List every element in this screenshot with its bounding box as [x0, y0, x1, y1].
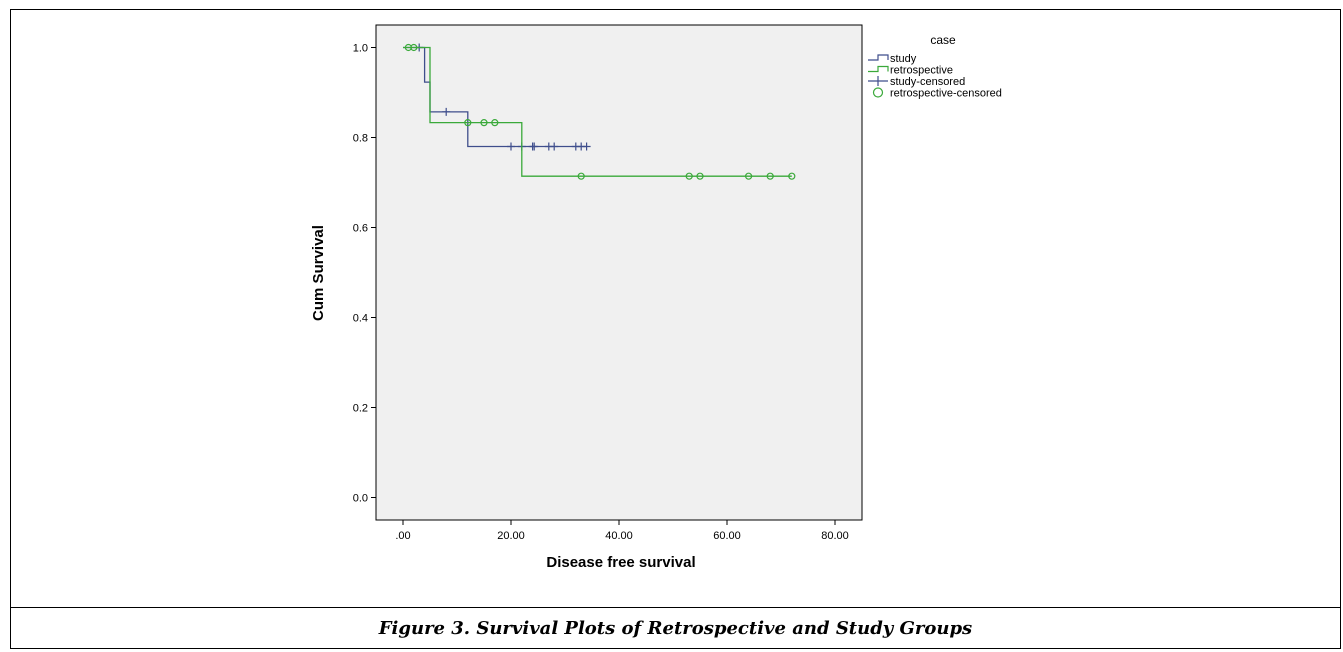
- figure-frame: [10, 9, 1341, 649]
- censor-mark-plus: [507, 142, 515, 151]
- censor-mark-circle: [744, 172, 753, 180]
- x-axis-title: Disease free survival: [546, 554, 695, 571]
- legend: case studyretrospectivestudy-censoredret…: [868, 33, 1002, 100]
- legend-label: study-censored: [890, 76, 965, 88]
- legend-swatch-retrospective-censored: [872, 87, 884, 98]
- legend-label: retrospective-censored: [890, 88, 1002, 100]
- y-axis: 0.0 0.2 0.4 0.6 0.8 1.0: [353, 43, 376, 505]
- x-tick-label: 80.00: [821, 530, 849, 542]
- legend-swatch-study: [868, 54, 889, 61]
- legend-swatch-study-censored: [868, 76, 888, 86]
- legend-label: retrospective: [890, 65, 953, 77]
- y-tick-label: 0.0: [353, 493, 368, 505]
- censor-mark-circle: [491, 119, 499, 127]
- x-tick-label: .00: [395, 530, 410, 542]
- censor-mark-circle: [464, 119, 472, 127]
- x-axis: .00 20.00 40.00 60.00 80.00: [395, 520, 849, 542]
- plot-area: [375, 24, 863, 521]
- censor-mark-circle: [685, 172, 693, 180]
- censor-mark-circle: [788, 172, 796, 180]
- figure-caption: Figure 3. Survival Plots of Retrospectiv…: [378, 618, 973, 639]
- y-tick-label: 0.8: [353, 133, 368, 145]
- censor-mark-circle: [766, 172, 774, 180]
- x-tick-label: 20.00: [497, 530, 525, 542]
- legend-label: study: [890, 53, 917, 65]
- y-tick-label: 0.2: [353, 403, 368, 415]
- y-tick-label: 1.0: [353, 43, 368, 55]
- censor-mark-circle: [577, 172, 585, 180]
- y-axis-title: Cum Survival: [310, 225, 327, 321]
- y-tick-label: 0.6: [353, 223, 368, 235]
- x-tick-label: 60.00: [713, 530, 741, 542]
- x-tick-label: 40.00: [605, 530, 633, 542]
- legend-title: case: [930, 33, 956, 47]
- censor-mark-plus: [550, 142, 559, 151]
- series-layer: [403, 43, 796, 180]
- censor-mark-circle: [696, 172, 704, 180]
- survival-chart: 0.0 0.2 0.4 0.6 0.8 1.0 .00 20.00 40.00 60.00 80.…: [310, 24, 1002, 571]
- censor-mark-plus: [530, 142, 539, 151]
- censor-mark-plus: [442, 107, 451, 116]
- censor-mark-plus: [582, 142, 591, 151]
- caption-divider: [10, 607, 1341, 608]
- censor-mark-circle: [404, 43, 412, 52]
- legend-swatch-retrospective: [868, 65, 889, 73]
- censor-mark-circle: [410, 43, 418, 52]
- series-retrospective: [403, 43, 796, 180]
- y-tick-label: 0.4: [353, 313, 368, 325]
- censor-mark-circle: [480, 119, 488, 127]
- survival-line-retrospective: [403, 46, 792, 177]
